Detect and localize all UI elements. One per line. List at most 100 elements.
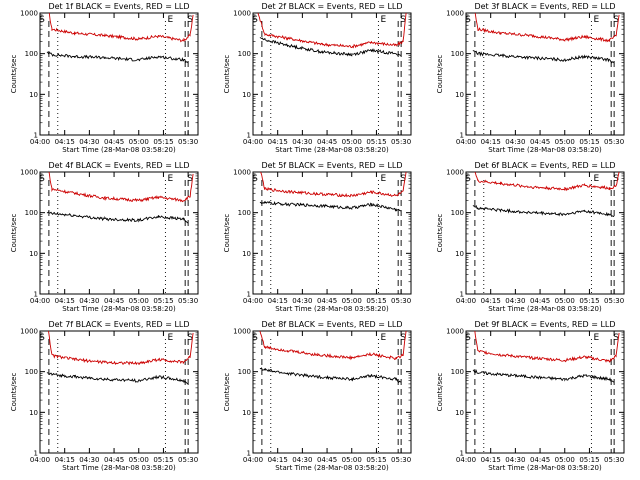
x-tick-label: 04:30 <box>505 297 525 305</box>
x-tick-label: 05:00 <box>555 138 575 146</box>
x-tick-label: 04:15 <box>481 138 501 146</box>
y-tick-label: 100 <box>25 209 38 217</box>
x-tick-label: 04:30 <box>79 456 99 464</box>
series-line-events <box>472 369 615 383</box>
x-tick-label: 04:45 <box>530 456 550 464</box>
y-tick-label: 1 <box>34 132 38 140</box>
y-tick-label: 10 <box>29 250 38 258</box>
interval-marker: E <box>381 174 387 184</box>
y-axis-label: Counts/sec <box>10 214 18 253</box>
series-line-lld <box>48 172 194 203</box>
y-tick-label: 1000 <box>233 169 251 177</box>
y-tick-label: 10 <box>29 91 38 99</box>
interval-marker: E <box>168 174 174 184</box>
x-axis-label: Start Time (28-Mar-08 03:58:20) <box>488 464 602 472</box>
y-tick-label: 1000 <box>233 328 251 336</box>
x-tick-label: 04:00 <box>30 138 50 146</box>
x-tick-label: 05:00 <box>555 297 575 305</box>
x-tick-label: 05:30 <box>604 297 624 305</box>
x-tick-label: 04:00 <box>30 297 50 305</box>
interval-marker: S <box>39 333 45 343</box>
y-tick-label: 100 <box>238 368 251 376</box>
panel-det-6f: Det 6f BLACK = Events, RED = LLD 1 10 100 10… <box>436 161 625 313</box>
panel-det-9f: Det 9f BLACK = Events, RED = LLD 1 10 100 10… <box>436 320 625 472</box>
panel-det-2f: Det 2f BLACK = Events, RED = LLD 1 10 100 10… <box>223 2 412 154</box>
series-line-events <box>46 211 189 224</box>
x-tick-label: 05:15 <box>153 297 173 305</box>
x-tick-label: 04:30 <box>79 297 99 305</box>
series-line-lld <box>257 13 407 49</box>
x-tick-label: 05:15 <box>366 138 386 146</box>
x-tick-label: 04:45 <box>104 456 124 464</box>
x-tick-label: 04:30 <box>292 297 312 305</box>
plot-frame <box>39 171 199 295</box>
interval-marker: S <box>187 333 193 343</box>
panel-title: Det 7f BLACK = Events, RED = LLD <box>48 320 189 329</box>
x-tick-label: 05:15 <box>579 456 599 464</box>
interval-marker: E <box>381 15 387 25</box>
x-axis-label: Start Time (28-Mar-08 03:58:20) <box>275 464 389 472</box>
interval-marker: E <box>381 333 387 343</box>
x-tick-label: 04:45 <box>530 138 550 146</box>
x-tick-label: 04:45 <box>530 297 550 305</box>
x-tick-label: 05:15 <box>153 456 173 464</box>
y-tick-label: 1000 <box>20 169 38 177</box>
x-tick-label: 05:00 <box>129 456 149 464</box>
y-tick-label: 10 <box>242 409 251 417</box>
y-tick-label: 1 <box>460 450 464 458</box>
panel-title: Det 6f BLACK = Events, RED = LLD <box>474 161 615 170</box>
y-axis-label: Counts/sec <box>223 214 231 253</box>
interval-marker: S <box>613 333 619 343</box>
y-tick-label: 100 <box>238 50 251 58</box>
panel-det-7f: Det 7f BLACK = Events, RED = LLD 1 10 100 10… <box>10 320 199 472</box>
x-tick-label: 04:45 <box>104 138 124 146</box>
series-line-lld <box>474 13 620 43</box>
x-tick-label: 04:45 <box>317 297 337 305</box>
plot-frame <box>39 330 199 454</box>
x-tick-label: 05:15 <box>579 138 599 146</box>
x-tick-label: 05:15 <box>579 297 599 305</box>
x-axis-label: Start Time (28-Mar-08 03:58:20) <box>488 305 602 313</box>
x-tick-label: 04:30 <box>505 138 525 146</box>
y-tick-label: 100 <box>451 209 464 217</box>
x-tick-label: 04:00 <box>456 456 476 464</box>
x-tick-label: 05:30 <box>391 456 411 464</box>
plot-frame <box>465 171 625 295</box>
interval-marker: S <box>400 174 406 184</box>
plot-frame <box>252 12 412 136</box>
y-tick-label: 10 <box>29 409 38 417</box>
panel-det-4f: Det 4f BLACK = Events, RED = LLD 1 10 100 10… <box>10 161 199 313</box>
series-line-events <box>472 50 615 64</box>
series-line-lld <box>47 331 194 366</box>
interval-marker: S <box>465 15 471 25</box>
y-tick-label: 1 <box>247 450 251 458</box>
interval-marker: S <box>187 174 193 184</box>
x-axis-label: Start Time (28-Mar-08 03:58:20) <box>275 305 389 313</box>
y-tick-label: 10 <box>455 250 464 258</box>
interval-marker: E <box>168 15 174 25</box>
series-line-lld <box>474 172 620 192</box>
y-axis-label: Counts/sec <box>223 55 231 94</box>
x-tick-label: 05:30 <box>604 456 624 464</box>
x-tick-label: 04:15 <box>268 138 288 146</box>
x-tick-label: 04:15 <box>481 456 501 464</box>
plot-frame <box>465 12 625 136</box>
x-tick-label: 04:30 <box>292 456 312 464</box>
y-axis-label: Counts/sec <box>10 55 18 94</box>
y-tick-label: 10 <box>242 250 251 258</box>
interval-marker: S <box>252 174 258 184</box>
x-tick-label: 04:00 <box>243 456 263 464</box>
panel-det-5f: Det 5f BLACK = Events, RED = LLD 1 10 100 10… <box>223 161 412 313</box>
interval-marker: S <box>613 174 619 184</box>
panel-title: Det 9f BLACK = Events, RED = LLD <box>474 320 615 329</box>
y-axis-label: Counts/sec <box>223 373 231 412</box>
interval-marker: S <box>252 333 258 343</box>
interval-marker: S <box>187 15 193 25</box>
y-tick-label: 1000 <box>446 10 464 18</box>
x-tick-label: 04:00 <box>456 138 476 146</box>
x-tick-label: 05:15 <box>366 456 386 464</box>
x-tick-label: 04:30 <box>292 138 312 146</box>
x-tick-label: 05:00 <box>342 297 362 305</box>
interval-marker: S <box>465 174 471 184</box>
